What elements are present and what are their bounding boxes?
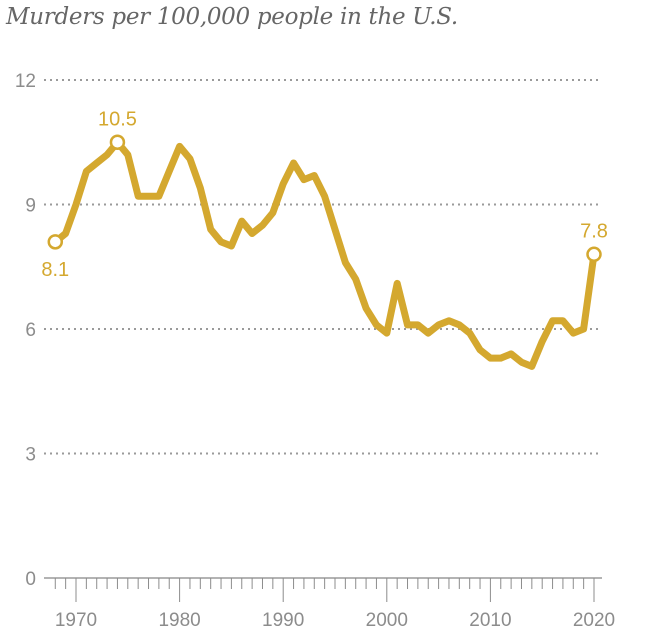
x-tick-label: 2000 (366, 610, 408, 631)
annotation-label: 10.5 (98, 108, 137, 130)
annotation-marker (586, 246, 602, 263)
x-tick-label: 2010 (469, 610, 511, 631)
y-tick-label: 12 (15, 71, 36, 92)
series-line-murder-rate (51, 138, 598, 370)
gridlines (44, 79, 602, 455)
annotation-label: 7.8 (580, 220, 608, 242)
x-tick-label: 1970 (55, 610, 97, 631)
series-group (51, 138, 598, 370)
x-tick-label: 2020 (573, 610, 615, 631)
annotation-label: 8.1 (41, 259, 69, 281)
y-tick-label: 9 (25, 196, 36, 217)
annotation-marker (109, 134, 126, 150)
chart-title: Murders per 100,000 people in the U.S. (6, 4, 458, 30)
y-tick-label: 6 (25, 320, 36, 341)
y-tick-label: 3 (25, 445, 36, 466)
y-axis: 0 3 6 9 12 (15, 71, 36, 590)
x-tick-label: 1990 (262, 610, 304, 631)
y-tick-label: 0 (25, 569, 36, 590)
annotation-marker (47, 234, 64, 250)
x-axis: 1970 1980 1990 2000 2010 2020 (44, 577, 615, 631)
annotations: 8.1 10.5 7.8 (41, 108, 608, 281)
x-tick-label: 1980 (158, 610, 200, 631)
